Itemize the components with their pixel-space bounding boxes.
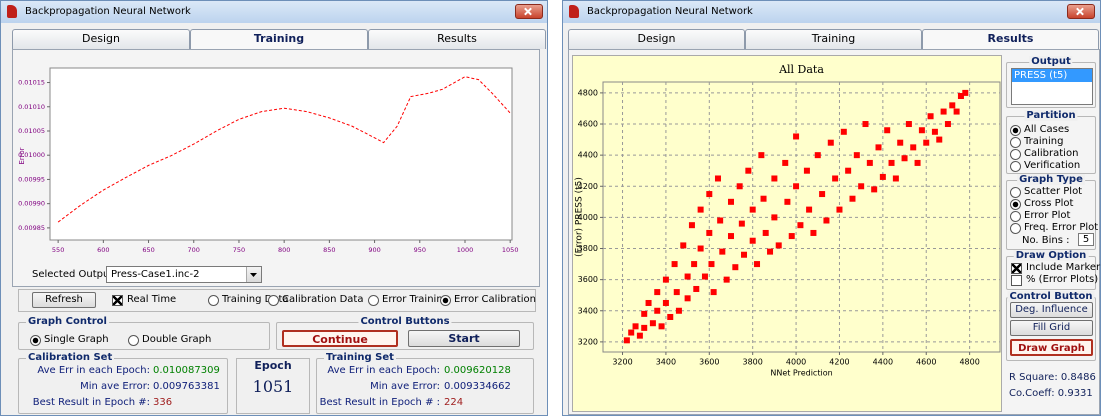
radio-button[interactable] — [1010, 223, 1021, 234]
button[interactable]: Refresh — [32, 292, 96, 308]
arrow-glyph — [250, 273, 257, 277]
bins-label: No. Bins : — [1022, 235, 1070, 246]
epoch-value: 1051 — [252, 377, 294, 396]
window-title: Backpropagation Neural Network — [587, 6, 753, 17]
row-value: 336 — [153, 397, 173, 408]
radio-label: Cross Plot — [1024, 198, 1074, 209]
dropdown[interactable]: Press-Case1.inc-2 — [106, 266, 262, 283]
tab[interactable]: Training — [745, 29, 922, 49]
radio-label: Calibration Data — [282, 294, 364, 305]
group-title: Output — [1029, 56, 1073, 67]
title-bar: Backpropagation Neural Network — [1, 1, 547, 23]
radio-label: Error Calibration — [454, 294, 536, 305]
group-box — [18, 358, 228, 414]
radio-button[interactable] — [268, 295, 279, 306]
stat-text: Co.Coeff: 0.9331 — [1009, 388, 1093, 399]
list-item[interactable]: PRESS (t5) — [1012, 69, 1092, 82]
group-title: Control Buttons — [358, 316, 452, 327]
radio-button[interactable] — [1010, 187, 1021, 198]
group-title: Draw Option — [1013, 250, 1089, 261]
radio-button[interactable] — [440, 295, 451, 306]
epoch-box — [236, 358, 310, 414]
button[interactable]: Fill Grid — [1010, 320, 1093, 336]
radio-button[interactable] — [368, 295, 379, 306]
radio-label: Training Data — [222, 294, 289, 305]
radio-label: Verification — [1024, 160, 1081, 171]
tab[interactable]: Design — [568, 29, 745, 49]
checkbox[interactable] — [1011, 275, 1022, 286]
options-bar — [18, 289, 536, 312]
radio-button[interactable] — [1010, 137, 1021, 148]
row-value: 0.010087309 — [153, 365, 220, 376]
button[interactable]: Start — [408, 330, 520, 347]
radio-button[interactable] — [1010, 161, 1021, 172]
row-value: 0.009763381 — [153, 381, 220, 392]
group-box — [316, 358, 534, 414]
radio-button[interactable] — [30, 335, 41, 346]
group-title: Graph Type — [1017, 174, 1085, 185]
radio-label: Error Plot — [1024, 210, 1071, 221]
tab[interactable]: Design — [12, 29, 190, 49]
row-label: Min ave Error: — [370, 381, 440, 392]
row-label: Best Result in Epoch # : — [319, 397, 440, 408]
checkbox-label: Real Time — [127, 294, 177, 305]
group-title: Calibration Set — [26, 352, 115, 363]
radio-label: Double Graph — [142, 334, 212, 345]
row-value: 0.009334662 — [444, 381, 511, 392]
stat-text: R Square: 0.8486 — [1009, 372, 1096, 383]
group-title: Control Button — [1007, 291, 1095, 302]
title-bar: Backpropagation Neural Network — [563, 1, 1100, 23]
chart-panel — [12, 49, 540, 287]
checkbox-label: Include Marker — [1026, 262, 1101, 273]
radio-label: Freq. Error Plot — [1024, 222, 1099, 233]
checkbox-label: % (Error Plots) — [1026, 274, 1099, 285]
bins-input[interactable]: 5 — [1078, 233, 1094, 246]
radio-button[interactable] — [208, 295, 219, 306]
app-icon — [569, 5, 579, 18]
row-label: Min ave Error: — [80, 381, 150, 392]
window-title: Backpropagation Neural Network — [25, 6, 191, 17]
group-box — [18, 322, 270, 350]
radio-button[interactable] — [128, 335, 139, 346]
tab[interactable]: Training — [190, 29, 368, 49]
checkbox[interactable] — [112, 295, 123, 306]
tab[interactable]: Results — [368, 29, 546, 49]
group-title: Graph Control — [26, 316, 109, 327]
row-label: Best Result in Epoch #: — [32, 397, 150, 408]
radio-button[interactable] — [1010, 199, 1021, 210]
button[interactable]: Draw Graph — [1010, 339, 1093, 356]
radio-label: Training — [1024, 136, 1064, 147]
radio-button[interactable] — [1010, 149, 1021, 160]
row-label: Ave Err in each Epoch: — [37, 365, 150, 376]
radio-label: Error Training — [382, 294, 450, 305]
group-title: Training Set — [324, 352, 396, 363]
close-button[interactable] — [1067, 4, 1095, 19]
plot-frame — [572, 55, 1002, 412]
row-value: 224 — [444, 397, 464, 408]
button[interactable]: Continue — [282, 330, 398, 347]
radio-button[interactable] — [1010, 125, 1021, 136]
close-button[interactable] — [515, 4, 543, 19]
checkbox[interactable] — [1011, 263, 1022, 274]
output-label: Selected Output : — [32, 269, 120, 280]
row-value: 0.009620128 — [444, 365, 511, 376]
radio-label: All Cases — [1024, 124, 1070, 135]
radio-label: Scatter Plot — [1024, 186, 1083, 197]
radio-label: Single Graph — [44, 334, 109, 345]
app-icon — [7, 5, 17, 18]
epoch-title: Epoch — [254, 359, 292, 372]
radio-button[interactable] — [1010, 211, 1021, 222]
tab[interactable]: Results — [922, 29, 1099, 49]
radio-label: Calibration — [1024, 148, 1079, 159]
button[interactable]: Deg. Influence — [1010, 302, 1093, 318]
row-label: Ave Err in each Epoch: — [327, 365, 440, 376]
group-title: Partition — [1024, 110, 1078, 121]
